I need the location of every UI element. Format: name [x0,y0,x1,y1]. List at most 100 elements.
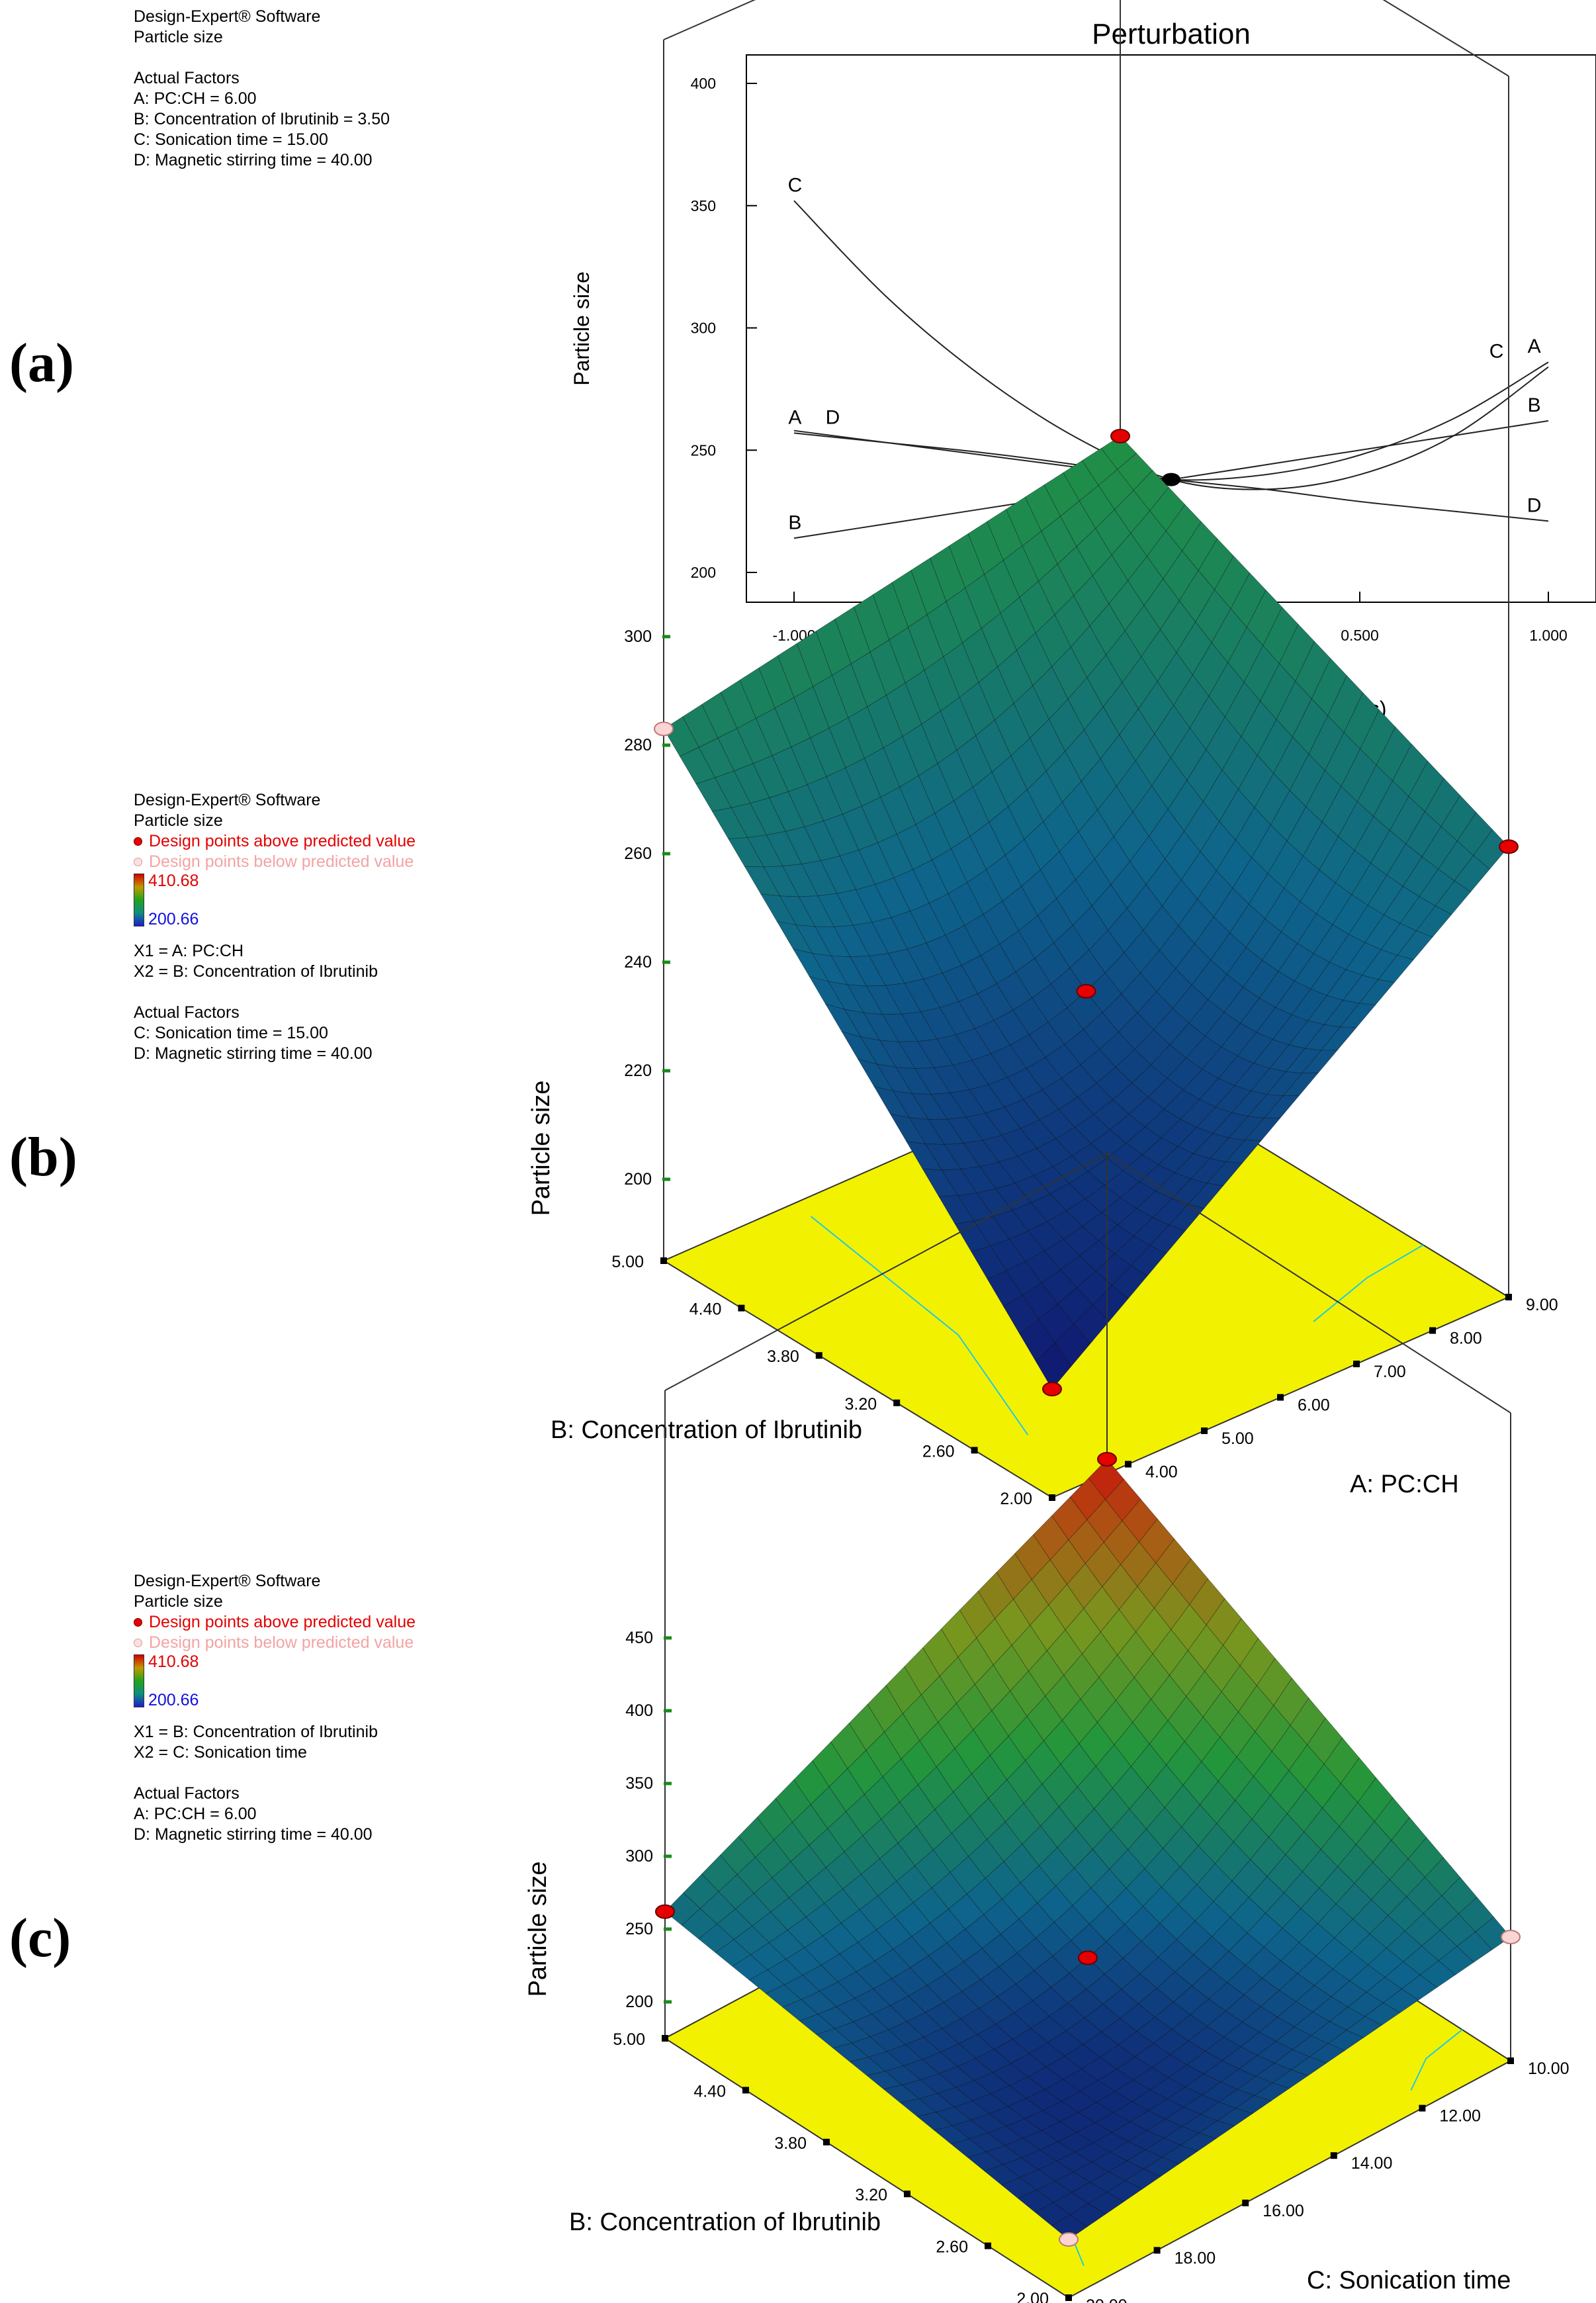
z-tick-label: 200 [625,1993,653,2011]
actual-factor: D: Magnetic stirring time = 40.00 [134,151,373,169]
panel-letter-c: (c) [9,1907,71,1969]
v-tick-label: 2.60 [936,2238,968,2257]
series-label-b: B [1528,394,1541,416]
u-tick-label: 16.00 [1263,2202,1304,2220]
v-tick [660,1257,667,1264]
z-tick-label: 350 [625,1774,653,1793]
v-tick-label: 4.40 [693,2082,726,2100]
v-tick-label: 4.40 [689,1300,722,1319]
v-tick [1065,2294,1072,2301]
response-label: Particle size [134,28,223,46]
v-tick-label: 5.00 [613,2030,645,2049]
u-tick [1330,2152,1337,2159]
u-tick [1277,1394,1284,1401]
u-tick-label: 14.00 [1351,2154,1393,2173]
x1-label: X1 = B: Concentration of Ibrutinib [134,1723,378,1741]
reference-point [1162,473,1180,486]
v-axis-label: B: Concentration of Ibrutinib [551,1416,862,1444]
x2-label: X2 = B: Concentration of Ibrutinib [134,962,378,981]
z-tick-label: 450 [625,1629,653,1647]
v-tick-label: 2.60 [922,1442,955,1461]
design-point-below [654,721,674,737]
v-tick [904,2190,910,2198]
z-tick-label: 260 [624,844,652,863]
u-tick [1242,2199,1249,2206]
series-label-d: D [826,407,840,429]
colorbar-max: 410.68 [148,872,199,890]
v-tick [893,1399,901,1406]
colorbar-gradient [134,1654,144,1707]
surface-cell [1051,2214,1088,2240]
colorbar-max: 410.68 [148,1652,199,1671]
u-tick-label: 8.00 [1450,1330,1482,1348]
v-tick-label: 3.80 [774,2134,807,2153]
v-tick [823,2138,830,2145]
v-tick-label: 3.20 [845,1395,877,1414]
u-tick [1429,1327,1436,1334]
colorbar-min: 200.66 [148,910,199,928]
series-label-a: A [788,406,801,428]
info-block-a: Design-Expert® Software Particle size Ac… [134,7,390,171]
design-point-above [1076,983,1096,999]
design-point-above [1499,839,1519,854]
info-block-c: Design-Expert® Software Particle size De… [134,1571,416,1845]
design-point-below [1501,1930,1521,1944]
y-axis-label: Particle size [570,271,594,386]
response-label: Particle size [134,811,223,830]
u-tick-label: 6.00 [1298,1396,1330,1415]
surface-panel-c: (c) Design-Expert® Software Particle siz… [0,1153,1596,2303]
v-tick-label: 2.00 [1000,1490,1032,1508]
perturbation-panel: (a) Design-Expert® Software Particle siz… [0,0,1596,748]
v-tick [971,1447,978,1454]
actual-factors-title: Actual Factors [134,1003,240,1022]
series-label-a: A [1528,336,1541,357]
colorbar: 410.68 200.66 [134,872,416,929]
design-point-above [1110,429,1130,443]
surface-panel-b: (b) Design-Expert® Software Particle siz… [0,0,1596,1522]
design-point-above [1097,1452,1117,1467]
series-label-d: D [1527,494,1542,516]
u-tick [1125,1461,1131,1468]
chart-title: Perturbation [1092,18,1251,50]
design-point-above [655,1904,675,1919]
u-tick-label: 9.00 [1526,1296,1558,1314]
u-tick-label: 20.00 [1086,2296,1128,2303]
floor-contour [1410,2029,1463,2091]
info-block-b: Design-Expert® Software Particle size De… [134,790,416,1064]
u-tick-label: 7.00 [1374,1363,1406,1381]
legend-above: Design points above predicted value [134,1612,416,1633]
v-tick [738,1304,745,1312]
v-tick [742,2087,749,2094]
panel-letter-a: (a) [9,332,74,394]
actual-factor: A: PC:CH = 6.00 [134,1805,257,1823]
series-line-a [793,361,1549,481]
actual-factor: D: Magnetic stirring time = 40.00 [134,1825,373,1844]
u-tick [1201,1427,1208,1434]
colorbar-min: 200.66 [148,1691,199,1709]
v-tick-label: 3.80 [767,1347,799,1366]
legend-dot-below [134,1639,142,1647]
software-label: Design-Expert® Software [134,791,321,809]
series-label-c: C [1489,341,1504,363]
surface-chart-c: 200 250 300 350 400 450 Particle size 20.00 18.0… [524,1153,1570,2303]
z-tick-label: 400 [625,1701,653,1720]
design-point-below [1059,2232,1079,2247]
u-tick-label: 18.00 [1175,2249,1216,2267]
actual-factor: A: PC:CH = 6.00 [134,89,257,108]
y-tick-label: 350 [691,197,716,214]
legend-dot-below [134,858,142,866]
x-tick-label: 0.500 [1341,627,1379,644]
u-axis-label: A: PC:CH [1350,1470,1459,1498]
software-label: Design-Expert® Software [134,7,321,26]
z-axis-label: Particle size [527,1081,555,1216]
z-tick-label: 280 [624,736,652,754]
surface-cell [1036,1342,1072,1390]
v-axis-label: B: Concentration of Ibrutinib [569,2208,881,2236]
y-tick-label: 250 [691,441,716,459]
u-tick-label: 5.00 [1221,1429,1254,1448]
z-tick-label: 220 [624,1061,652,1080]
x1-label: X1 = A: PC:CH [134,942,244,960]
v-tick-label: 5.00 [611,1253,644,1271]
